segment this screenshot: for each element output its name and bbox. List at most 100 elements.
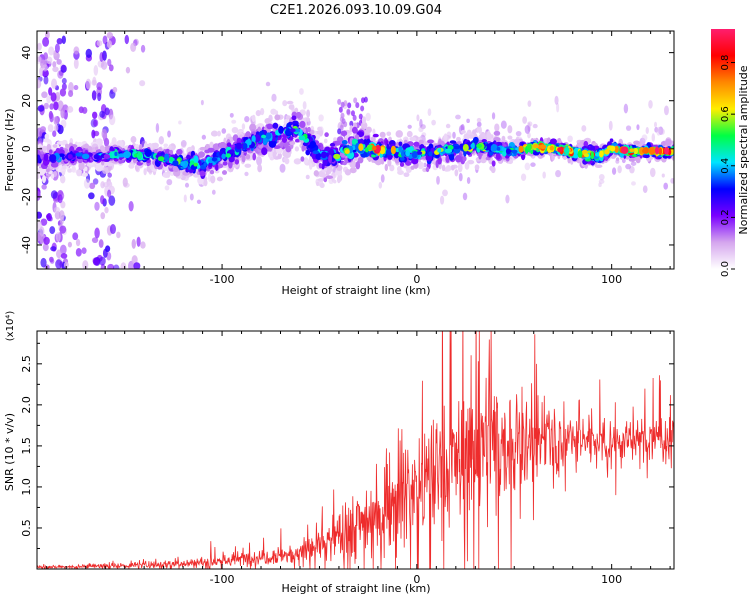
spectrogram-cell	[328, 154, 333, 164]
spectrogram-cell	[526, 143, 532, 151]
spectrogram-cell	[518, 145, 524, 153]
noise-speckle	[89, 182, 96, 190]
noise-speckle	[109, 223, 116, 235]
spectrogram-cell	[444, 148, 453, 153]
halo-speckle	[380, 174, 385, 183]
spectrogram-cell	[289, 140, 296, 146]
halo-speckle	[189, 193, 194, 201]
spectrogram-cell	[289, 128, 296, 133]
noise-speckle	[58, 210, 65, 220]
spectrogram-cell	[454, 155, 462, 163]
halo-speckle	[241, 123, 246, 130]
spectrogram-cell	[360, 121, 368, 130]
halo-speckle	[436, 175, 440, 185]
colorbar-ticks: 0.0 0.2 0.4 0.6 0.8	[720, 55, 735, 277]
noise-speckle	[107, 263, 115, 269]
plume-speckle	[350, 110, 355, 117]
spectrogram-cell	[317, 126, 323, 132]
halo-speckle	[530, 162, 536, 167]
spectrogram-cell	[128, 163, 135, 169]
spectrogram-cell	[283, 141, 289, 149]
halo-speckle	[651, 133, 656, 142]
spectrogram-cell	[293, 158, 302, 165]
spectrogram-cell	[61, 170, 66, 176]
spectrogram-cell	[370, 136, 376, 142]
noise-speckle	[68, 82, 74, 93]
noise-speckle	[99, 110, 106, 118]
plume-speckle	[363, 96, 368, 103]
spectrogram-cell	[52, 144, 58, 148]
halo-speckle	[636, 124, 640, 131]
spectrogram-cell	[305, 149, 311, 156]
spectrogram-cell	[272, 122, 279, 129]
halo-speckle	[244, 115, 250, 123]
spectrogram-cell	[221, 170, 228, 175]
spectrogram-cell	[50, 173, 55, 180]
spectrogram-cell	[255, 109, 262, 117]
spectrogram-cell	[428, 143, 434, 150]
spectrogram-cell	[467, 134, 475, 139]
halo-speckle	[256, 155, 262, 166]
spectrogram-cell	[642, 148, 647, 154]
noise-speckle	[49, 103, 54, 110]
spectrogram-cell	[245, 131, 251, 139]
spectrogram-cell	[511, 149, 518, 154]
halo-speckle	[491, 112, 496, 120]
halo-speckle	[660, 128, 665, 135]
spectrogram-cell	[628, 157, 635, 162]
noise-speckle	[47, 124, 54, 133]
halo-speckle	[556, 102, 560, 113]
spectrogram-cell	[49, 154, 57, 162]
spectrogram-cell	[336, 136, 344, 143]
noise-speckle	[85, 48, 92, 58]
spectrogram-cell	[214, 169, 220, 174]
spectrogram-frame	[36, 30, 675, 270]
noise-speckle	[107, 189, 112, 198]
spectrogram-cell	[664, 138, 672, 147]
noise-speckle	[52, 66, 59, 73]
spectrogram-cell	[371, 145, 377, 151]
noise-speckle	[96, 40, 103, 47]
noise-speckle	[54, 210, 61, 220]
noise-speckle	[139, 80, 146, 87]
halo-speckle	[625, 163, 632, 170]
plume-speckle	[353, 97, 358, 104]
halo-speckle	[196, 199, 202, 204]
spectrogram-cell	[340, 130, 348, 137]
spectrogram-cell	[37, 154, 41, 163]
noise-speckle	[57, 70, 64, 79]
halo-speckle	[462, 192, 468, 201]
spectrogram-cell	[490, 166, 496, 174]
y-tick-label: -20	[20, 188, 33, 206]
noise-speckle	[107, 58, 112, 67]
spectrogram-cell	[261, 147, 268, 156]
noise-speckle	[100, 212, 106, 220]
noise-speckle	[48, 87, 53, 96]
spectrogram-cell	[437, 147, 442, 153]
noise-speckle	[75, 248, 82, 257]
spectrogram-cell	[385, 140, 389, 145]
plume-speckle	[346, 108, 351, 115]
halo-speckle	[649, 167, 656, 178]
noise-speckle	[48, 110, 53, 120]
noise-speckle	[125, 66, 131, 74]
colorbar-tick-label: 0.6	[720, 106, 731, 122]
spectrogram-cell	[387, 158, 392, 167]
halo-speckle	[524, 162, 531, 171]
noise-speckle	[88, 192, 95, 200]
spectrogram-cell	[283, 157, 289, 163]
halo-speckle	[670, 178, 674, 184]
halo-speckle	[554, 95, 559, 105]
snr-x-label: Height of straight line (km)	[281, 582, 430, 595]
noise-speckle	[99, 256, 106, 266]
snr-scale-label: (x10⁴)	[5, 311, 16, 342]
spectrogram-cell	[443, 133, 448, 141]
spectrogram-cell	[620, 146, 629, 154]
spectrogram-cell	[252, 152, 257, 161]
spectrogram-cell	[405, 166, 412, 173]
spectrogram-cell	[583, 153, 590, 158]
halo-speckle	[527, 132, 531, 139]
spectrogram-cell	[203, 162, 207, 167]
